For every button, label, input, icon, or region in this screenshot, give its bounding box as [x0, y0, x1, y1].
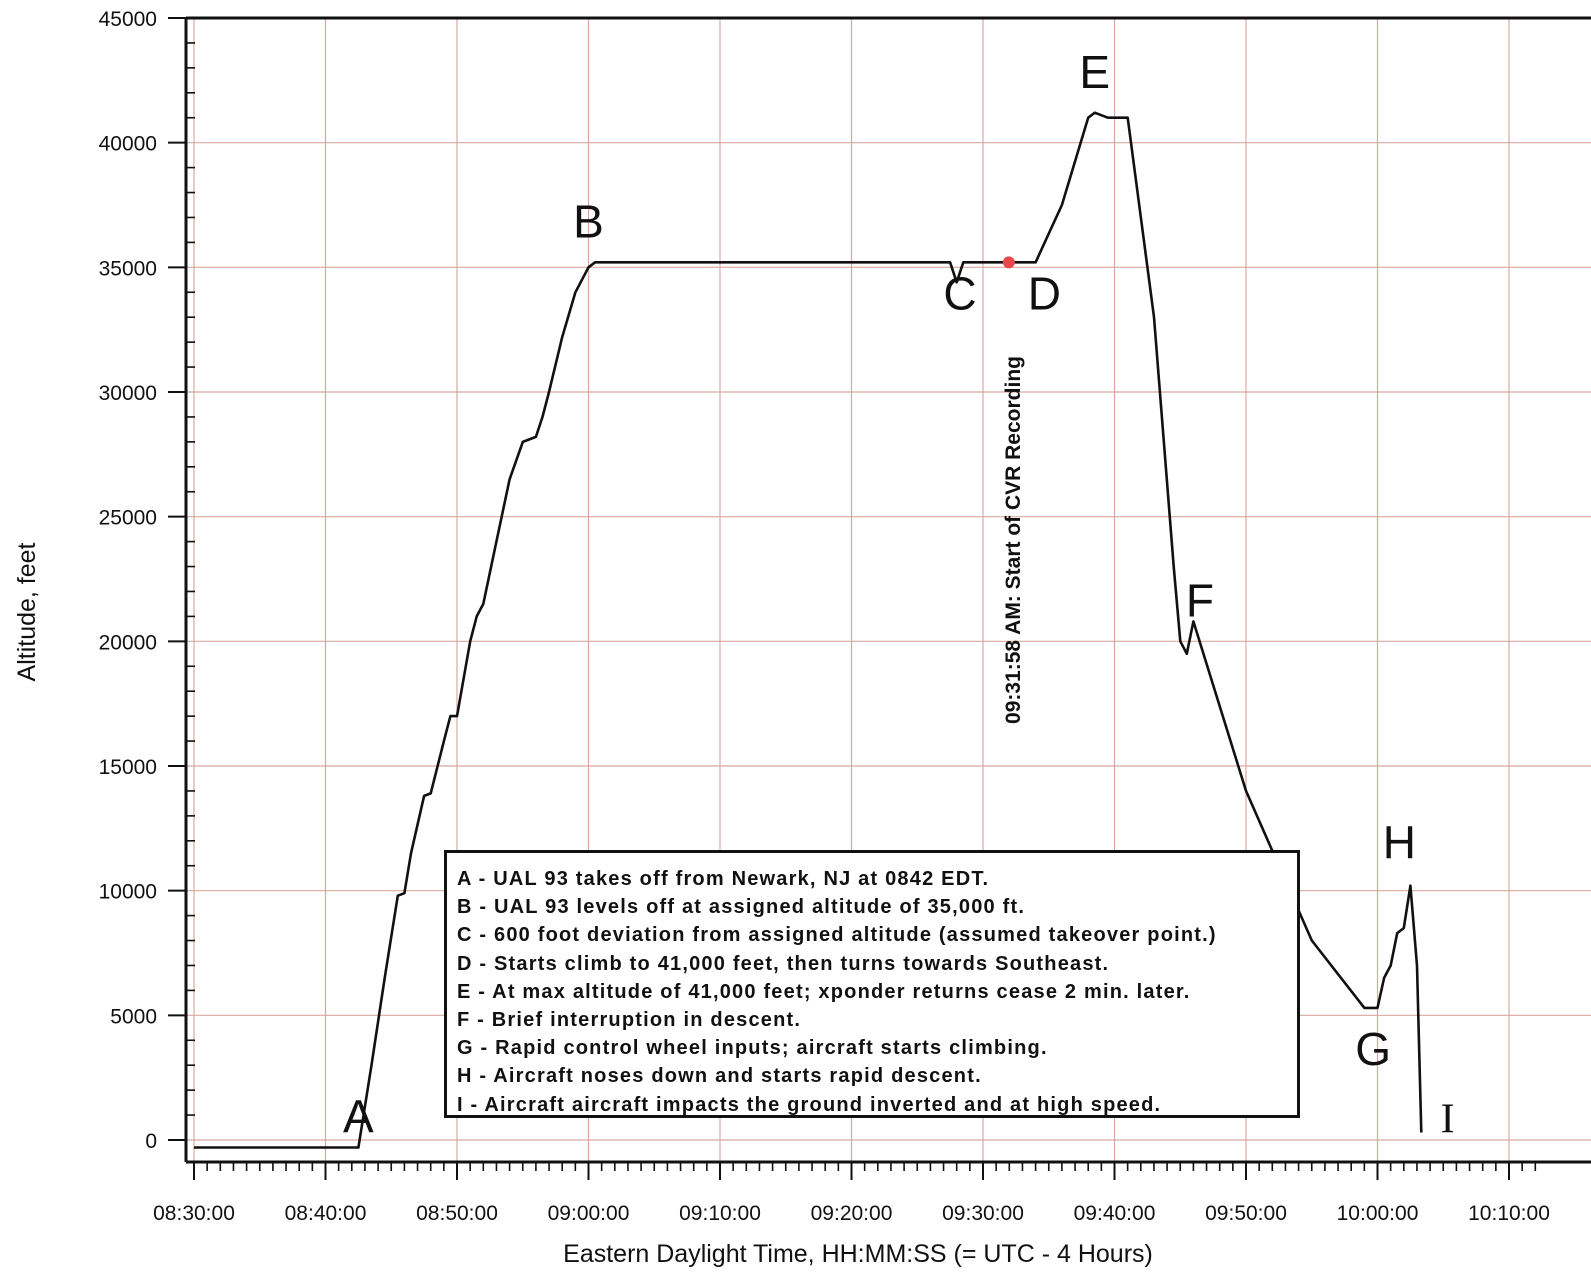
legend-item: E - At max altitude of 41,000 feet; xpon… — [457, 980, 1191, 1003]
x-tick-label: 09:20:00 — [811, 1202, 893, 1225]
cvr-marker-label: 09:31:58 AM: Start of CVR Recording — [1002, 356, 1025, 724]
y-tick-label: 45000 — [99, 8, 157, 31]
y-axis-title: Altitude, feet — [13, 542, 41, 681]
legend-item: A - UAL 93 takes off from Newark, NJ at … — [457, 868, 990, 890]
annotation-label-h: H — [1383, 816, 1416, 868]
x-tick-label: 08:40:00 — [285, 1202, 367, 1225]
annotation-label-a: A — [343, 1091, 374, 1143]
legend-item: I - Aircraft aircraft impacts the ground… — [457, 1093, 1162, 1116]
y-tick-label: 20000 — [99, 631, 157, 654]
x-tick-label: 09:30:00 — [942, 1202, 1024, 1225]
cvr-marker-group: 09:31:58 AM: Start of CVR Recording — [1002, 256, 1025, 724]
series — [193, 111, 1423, 1149]
x-tick-label: 10:00:00 — [1337, 1202, 1419, 1225]
legend-item: D - Starts climb to 41,000 feet, then tu… — [457, 952, 1110, 975]
x-tick-label: 08:30:00 — [153, 1202, 235, 1225]
x-tick-label: 09:10:00 — [679, 1202, 761, 1225]
y-tick-label: 15000 — [99, 756, 157, 779]
legend-item: B - UAL 93 levels off at assigned altitu… — [457, 896, 1026, 919]
cvr-marker-dot — [1002, 256, 1015, 269]
annotation-label-g: G — [1355, 1023, 1391, 1075]
y-tick-label: 0 — [145, 1130, 157, 1153]
axes — [184, 16, 1591, 1164]
legend-item: C - 600 foot deviation from assigned alt… — [457, 924, 1217, 947]
tick-labels: 08:30:00 08:40:00 08:50:00 09:00:00 09:10:00… — [99, 8, 1550, 1225]
y-tick-label: 25000 — [99, 507, 157, 530]
x-axis-title: Eastern Daylight Time, HH:MM:SS (= UTC -… — [563, 1240, 1153, 1268]
legend-item: F - Brief interruption in descent. — [457, 1008, 802, 1031]
annotation-label-c: C — [943, 268, 976, 320]
legend-item: H - Aircraft noses down and starts rapid… — [457, 1065, 982, 1088]
altitude-line — [194, 111, 1423, 1149]
x-tick-label: 09:50:00 — [1205, 1202, 1287, 1225]
x-tick-label: 08:50:00 — [416, 1202, 498, 1225]
y-tick-label: 10000 — [99, 881, 157, 904]
legend-box: A - UAL 93 takes off from Newark, NJ at … — [444, 850, 1300, 1118]
x-tick-label: 10:10:00 — [1468, 1202, 1550, 1225]
y-tick-label: 30000 — [99, 382, 157, 405]
annotation-label-f: F — [1186, 574, 1214, 626]
y-tick-label: 40000 — [99, 133, 157, 156]
annotation-label-d: D — [1028, 268, 1061, 320]
annotation-label-e: E — [1079, 46, 1110, 98]
minor-ticks — [168, 17, 1537, 1180]
x-tick-label: 09:40:00 — [1074, 1202, 1156, 1225]
y-tick-label: 5000 — [110, 1005, 157, 1028]
legend-item: G - Rapid control wheel inputs; aircraft… — [457, 1037, 1048, 1060]
x-tick-label: 09:00:00 — [548, 1202, 630, 1225]
annotations: A B C D E F G H I — [343, 46, 1455, 1143]
annotation-label-i: I — [1441, 1097, 1455, 1143]
annotation-label-b: B — [573, 195, 604, 247]
y-tick-label: 35000 — [99, 257, 157, 280]
